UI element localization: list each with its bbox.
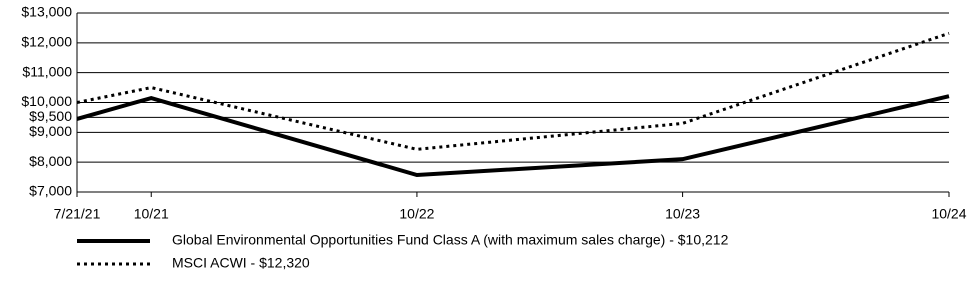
y-tick-label: $10,000 [21, 93, 72, 109]
legend-label: Global Environmental Opportunities Fund … [172, 232, 729, 248]
y-tick-label: $9,000 [29, 123, 72, 139]
x-tick-label: 10/21 [134, 206, 169, 222]
x-tick-label: 10/22 [399, 206, 434, 222]
legend-label: MSCI ACWI - $12,320 [172, 255, 310, 271]
x-tick-label: 7/21/21 [54, 206, 101, 222]
series-line [76, 94, 950, 178]
y-tick-label: $13,000 [21, 4, 72, 20]
y-tick-label: $8,000 [29, 153, 72, 169]
y-tick-label: $7,000 [29, 183, 72, 199]
series-line [76, 31, 950, 151]
y-tick-label: $12,000 [21, 34, 72, 50]
y-tick-label: $11,000 [22, 63, 72, 79]
x-tick-label: 10/24 [931, 206, 966, 222]
y-tick-label: $9,500 [29, 108, 72, 124]
x-tick-label: 10/23 [665, 206, 700, 222]
